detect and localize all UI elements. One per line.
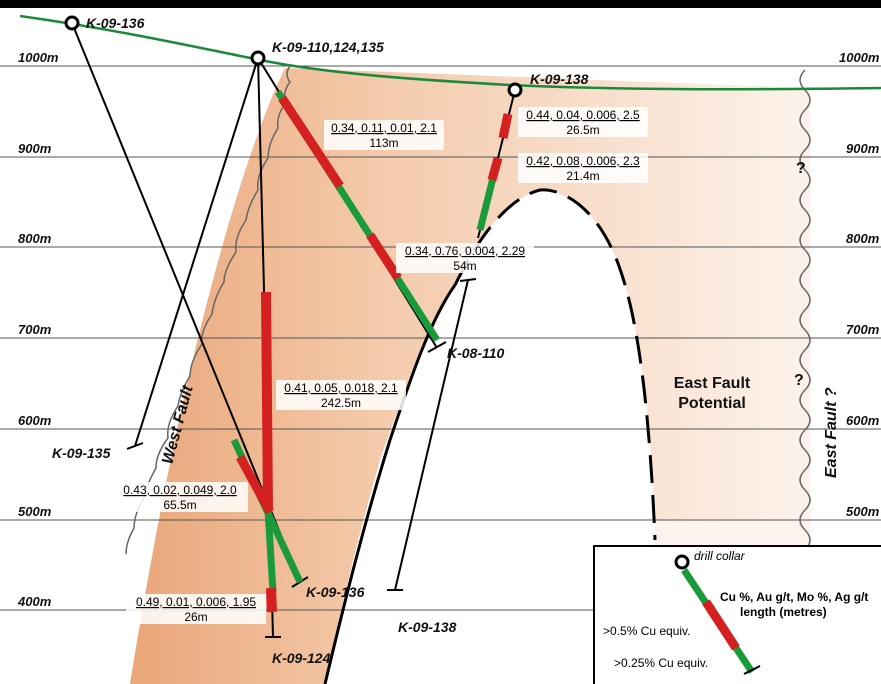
elev-label-1000: 1000m (18, 50, 59, 65)
intercept-labels: 0.34, 0.11, 0.01, 2.1 113m 0.44, 0.04, 0… (112, 107, 648, 624)
svg-text:700m: 700m (846, 322, 880, 337)
west-fault-line (125, 65, 291, 555)
elevation-labels-left: 1000m 900m 800m 700m 600m 500m 400m (17, 50, 59, 609)
legend-high-grade: >0.5% Cu equiv. (603, 624, 691, 638)
collar-k09-136 (64, 15, 80, 31)
svg-text:500m: 500m (846, 504, 880, 519)
interval-k09-138-red-b (487, 156, 503, 182)
svg-text:900m: 900m (846, 141, 880, 156)
label-k09-138-end: K-09-138 (398, 619, 457, 635)
label-k09-124-end: K-09-124 (272, 650, 331, 666)
intercept-6-assay: 0.43, 0.02, 0.049, 2.0 (123, 483, 237, 497)
legend: drill collar Cu %, Au g/t, Mo %, Ag g/t … (593, 545, 881, 684)
intercept-3-assay: 0.42, 0.08, 0.006, 2.3 (526, 154, 640, 168)
legend-low-grade: >0.25% Cu equiv. (614, 656, 708, 670)
intercept-6-length: 65.5m (163, 498, 196, 512)
intercept-4-assay: 0.34, 0.76, 0.004, 2.29 (405, 244, 525, 258)
svg-text:1000m: 1000m (839, 50, 880, 65)
intercept-2-assay: 0.44, 0.04, 0.006, 2.5 (526, 108, 640, 122)
elev-label-600: 600m (18, 413, 52, 428)
collars (64, 15, 523, 98)
label-k09-135-end: K-09-135 (52, 445, 111, 461)
hole-k09-138-lower (394, 279, 469, 591)
intervals (230, 90, 513, 613)
svg-text:800m: 800m (846, 231, 880, 246)
east-fault-potential-line2: Potential (678, 395, 746, 412)
label-k09-110-124-135-collar: K-09-110,124,135 (272, 39, 384, 55)
interval-k09-124-red-b (266, 587, 277, 613)
intercept-7-length: 26m (184, 610, 207, 624)
svg-text:600m: 600m (846, 413, 880, 428)
legend-collar-icon (674, 554, 690, 570)
east-fault-question-1: ? (796, 160, 806, 177)
elevation-gridlines (0, 65, 881, 611)
intercept-4-length: 54m (453, 259, 476, 273)
hole-k09-135-trace (134, 57, 259, 447)
hole-labels: K-09-136 K-09-110,124,135 K-09-138 K-09-… (52, 15, 589, 666)
elev-label-800: 800m (18, 231, 52, 246)
interval-k09-138-red-a (498, 113, 513, 139)
interval-k08-110-red-a (278, 95, 344, 189)
label-k09-136-end: K-09-136 (306, 584, 365, 600)
collar-k09-138 (507, 82, 523, 98)
label-k09-136-collar: K-09-136 (86, 15, 145, 31)
intercept-3-length: 21.4m (566, 169, 599, 183)
intercept-2-length: 26.5m (566, 123, 599, 137)
label-k09-138-collar: K-09-138 (530, 71, 589, 87)
legend-header-line1: Cu %, Au g/t, Mo %, Ag g/t (720, 590, 868, 604)
intercept-7-assay: 0.49, 0.01, 0.006, 1.95 (136, 595, 256, 609)
elev-label-400: 400m (17, 594, 52, 609)
intercept-1-length: 113m (369, 136, 398, 150)
interval-k09-136-red (236, 454, 274, 515)
intercept-1-assay: 0.34, 0.11, 0.01, 2.1 (331, 121, 437, 135)
interval-k09-124-red (261, 291, 273, 511)
hole-end-ticks (126, 278, 477, 638)
legend-header-line2: length (metres) (740, 605, 827, 619)
east-fault-line (799, 69, 811, 591)
east-fault-question-2: ? (794, 372, 804, 389)
intrusive-boundary-dashed (453, 188, 657, 541)
east-fault-potential-line1: East Fault (674, 375, 751, 392)
elev-label-700: 700m (18, 322, 52, 337)
elev-label-900: 900m (18, 141, 52, 156)
elev-label-500: 500m (18, 504, 52, 519)
intercept-5-length: 242.5m (321, 396, 361, 410)
elevation-labels-right: 1000m 900m 800m 700m 600m 500m 400m (839, 50, 880, 609)
altered-zone (130, 68, 810, 684)
interval-k09-124-green (264, 509, 277, 593)
interval-k08-110-red-b (366, 232, 402, 281)
topography-line (19, 14, 881, 91)
legend-collar-label: drill collar (694, 549, 746, 563)
east-fault-label: East Fault ? (823, 387, 840, 478)
zone-right-fade (655, 520, 810, 545)
collar-k09-110-124-135 (250, 50, 266, 66)
intercept-5-assay: 0.41, 0.05, 0.018, 2.1 (284, 381, 398, 395)
label-k08-110-end: K-08-110 (447, 345, 505, 361)
